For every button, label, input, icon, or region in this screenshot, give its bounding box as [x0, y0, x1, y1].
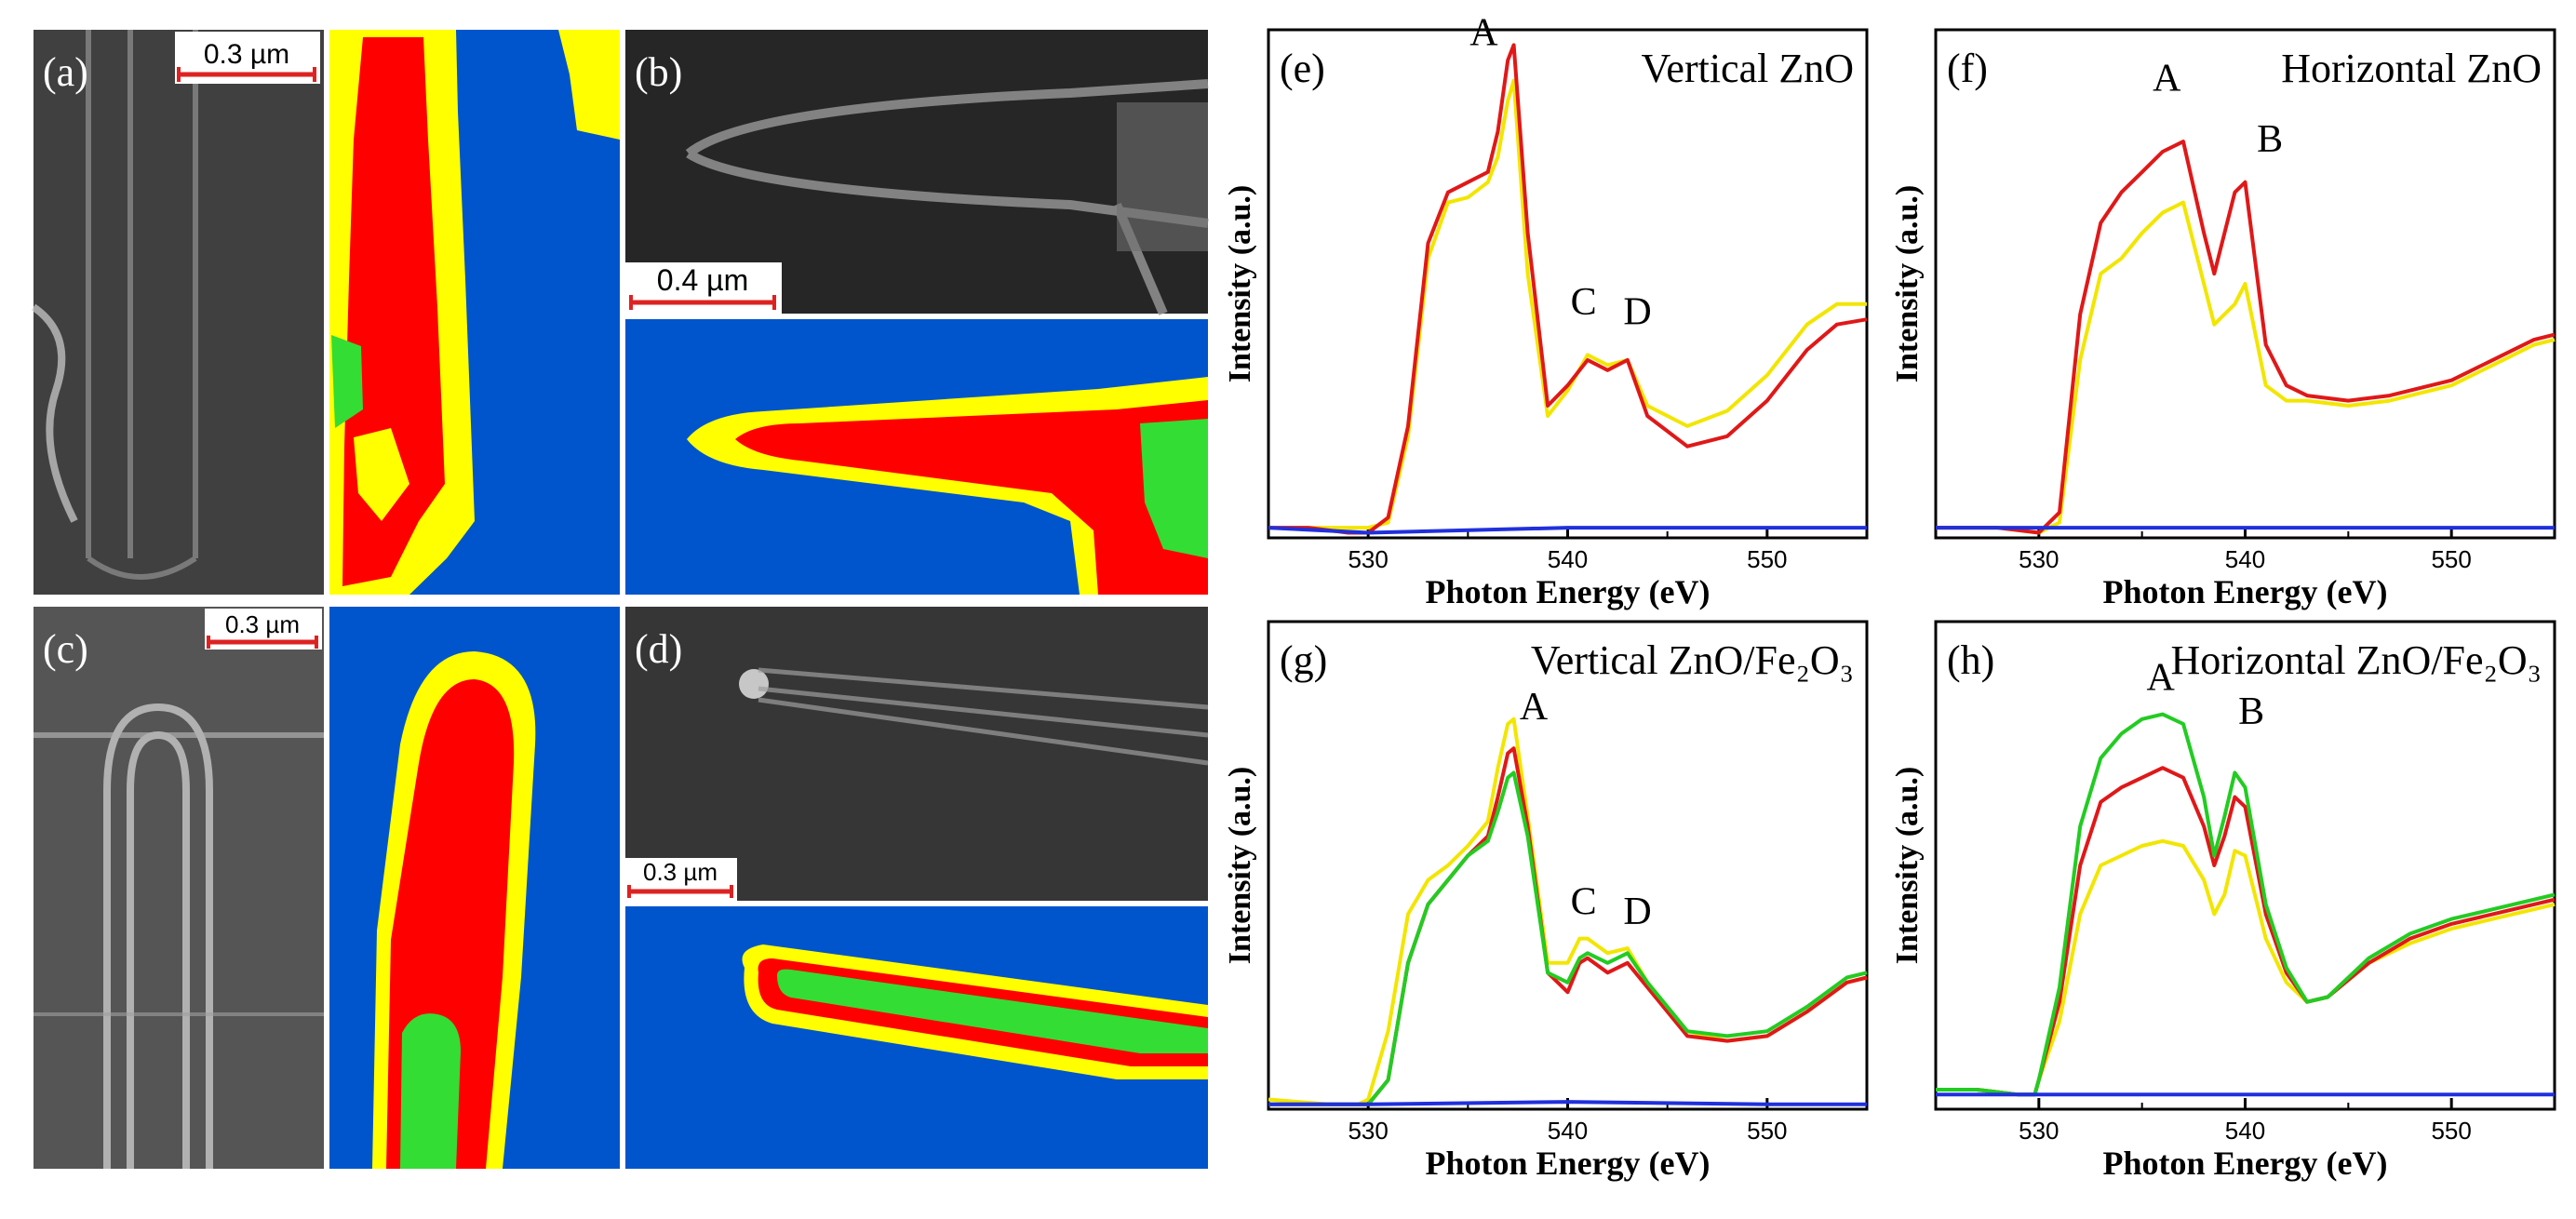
chart-f-title: Horizontal ZnO: [2281, 46, 2542, 91]
chart-e-series-blue: [1268, 526, 1867, 535]
chart-h-series-green: [1936, 712, 2556, 1097]
chart-e: 530 540 550 Photon Energy (eV) Intensity (a.…: [1223, 11, 1869, 610]
chart-f-xtick-label: 540: [2225, 545, 2265, 573]
chart-e-annotation-D: D: [1623, 291, 1651, 334]
chart-h-title: Horizontal ZnO/Fe₂O₃: [2171, 637, 2542, 683]
chart-g-xlabel: Photon Energy (eV): [1426, 1145, 1711, 1182]
chart-f-series-yellow: [1936, 200, 2556, 535]
chart-f-annotation-B: B: [2257, 118, 2283, 161]
panel-b-scale-background: [625, 262, 782, 314]
chart-h-xtick-label: 540: [2225, 1117, 2265, 1145]
chart-e-title: Vertical ZnO: [1642, 46, 1854, 91]
chart-h-annotation-A: A: [2146, 656, 2175, 699]
panel-d-scale-label: 0.3 µm: [643, 858, 718, 886]
panel-d-sem-image: [625, 607, 1208, 901]
chart-e-annotation-A: A: [1469, 11, 1498, 54]
panel-d-label: (d): [635, 626, 682, 672]
panel-a-map-corner-yellow: [558, 30, 620, 140]
chart-g-xtick-label: 540: [1548, 1117, 1588, 1145]
panel-b-label: (b): [635, 49, 682, 95]
chart-f-panel-label: (f): [1947, 46, 1988, 91]
chart-g-frame: [1267, 620, 1869, 1111]
chart-f-annotation-A: A: [2153, 58, 2181, 100]
chart-e-xtick-label: 550: [1747, 545, 1787, 573]
panel-c-label: (c): [43, 626, 88, 672]
chart-e-xlabel: Photon Energy (eV): [1426, 573, 1711, 610]
chart-h: 530 540 550 Photon Energy (eV) Intensity (a.…: [1890, 620, 2556, 1182]
chart-f-xtick-label: 550: [2431, 545, 2471, 573]
chart-g-series-blue: [1268, 1100, 1867, 1106]
chart-e-ylabel: Intensity (a.u.): [1223, 185, 1257, 383]
chart-g-ylabel: Intensity (a.u.): [1223, 767, 1257, 965]
panel-d: (d) 0.3 µm: [625, 607, 1209, 1169]
panel-b-scale-label: 0.4 µm: [657, 263, 748, 297]
chart-g-annotation-A: A: [1520, 686, 1549, 729]
panel-c-map-green: [400, 1013, 461, 1169]
chart-h-ylabel: Intensity (a.u.): [1890, 767, 1925, 965]
chart-g-annotation-C: C: [1571, 880, 1597, 923]
panel-a-map-green: [331, 335, 363, 428]
chart-h-xtick-label: 550: [2431, 1117, 2471, 1145]
chart-e-frame: [1267, 28, 1869, 540]
chart-e-xtick-label: 540: [1548, 545, 1588, 573]
chart-h-xtick-label: 530: [2019, 1117, 2059, 1145]
panel-b: (b) 0.4 µm: [625, 30, 1209, 595]
chart-f-ylabel: Intensity (a.u.): [1890, 185, 1925, 383]
panel-a-label: (a): [43, 49, 88, 95]
panel-d-wire-lines: [758, 667, 1209, 766]
chart-h-panel-label: (h): [1947, 637, 1994, 683]
chart-g-series-green: [1268, 770, 1868, 1106]
panel-a-left-feature: [31, 303, 78, 523]
panel-a-wire-outline: [86, 30, 198, 580]
panel-a: (a) 0.3 µm: [31, 30, 620, 595]
panel-c-sem-image: [34, 607, 324, 1169]
chart-f: 530 540 550 Photon Energy (eV) Intensity (a.…: [1890, 28, 2556, 610]
panel-b-right-bright: [1117, 102, 1208, 251]
panel-a-map-yellow-inner: [354, 428, 409, 521]
panel-d-map-green: [777, 969, 1208, 1053]
chart-f-xlabel: Photon Energy (eV): [2103, 573, 2388, 610]
chart-f-xtick-label: 530: [2019, 545, 2059, 573]
panel-b-map-red: [735, 400, 1208, 595]
panel-a-scale-label: 0.3 µm: [204, 39, 289, 70]
panel-c-scale-label: 0.3 µm: [225, 610, 300, 638]
chart-e-xtick-label: 530: [1348, 545, 1388, 573]
chart-g-panel-label: (g): [1280, 637, 1327, 683]
chart-e-series-red: [1268, 43, 1868, 535]
panel-a-sem-image: [34, 30, 324, 595]
panel-c: (c) 0.3 µm: [34, 607, 620, 1169]
chart-g-xtick-label: 530: [1348, 1117, 1388, 1145]
chart-g-annotation-D: D: [1623, 891, 1651, 933]
chart-e-panel-label: (e): [1280, 46, 1325, 91]
chart-e-annotation-C: C: [1571, 281, 1597, 324]
panel-b-map-green: [1140, 419, 1208, 558]
chart-h-xlabel: Photon Energy (eV): [2103, 1145, 2388, 1182]
chart-h-frame: [1934, 620, 2556, 1111]
chart-g: 530 540 550 Photon Energy (eV) Intensity (a.…: [1223, 620, 1869, 1182]
panel-d-bright-tip: [739, 669, 769, 699]
chart-g-title: Vertical ZnO/Fe₂O₃: [1531, 637, 1854, 683]
chart-f-series-red: [1936, 140, 2556, 535]
chart-g-xtick-label: 550: [1747, 1117, 1787, 1145]
chart-h-annotation-B: B: [2238, 690, 2264, 733]
